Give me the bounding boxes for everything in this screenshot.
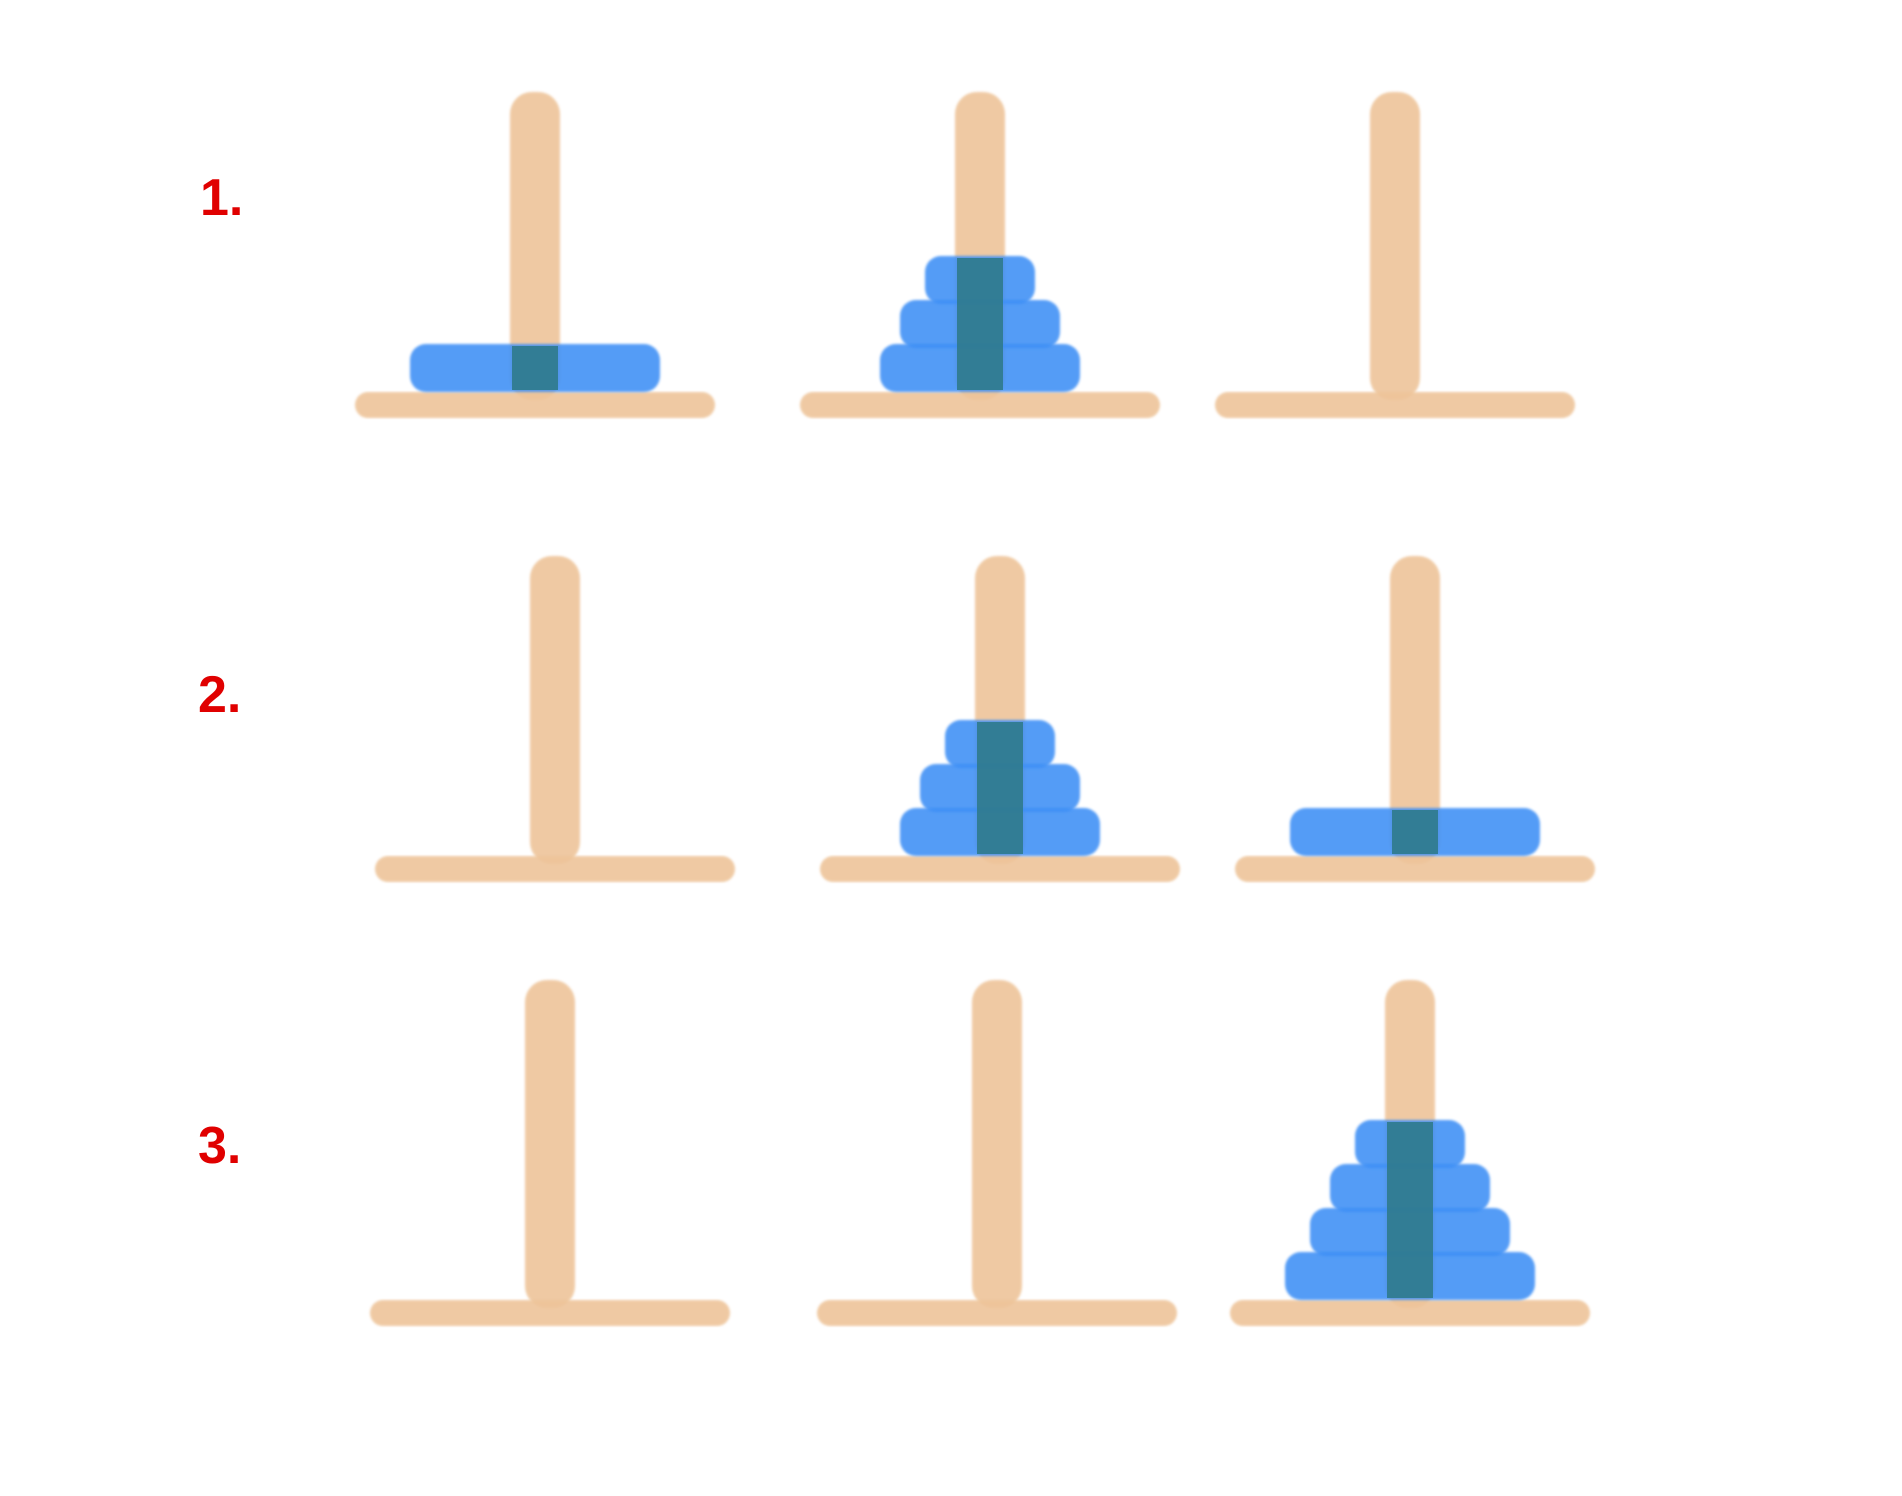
step-1-peg-2-disk-size-1-overlap <box>957 258 1003 302</box>
step-2-peg-3-pole <box>1390 556 1440 864</box>
step-2-label: 2. <box>198 666 242 724</box>
step-3-peg-3-disk-size-2-overlap <box>1387 1166 1433 1210</box>
step-1-peg-2-disk-size-2-overlap <box>957 302 1003 346</box>
step-1-peg-1-pole <box>510 92 560 400</box>
step-2-peg-2-disk-size-1-overlap <box>977 722 1023 766</box>
step-1-peg-1-base <box>355 392 715 418</box>
step-1-peg-2-base <box>800 392 1160 418</box>
step-3-peg-2-pole <box>972 980 1022 1308</box>
step-3-peg-3-disk-size-3-overlap <box>1387 1210 1433 1254</box>
step-1-peg-3-pole <box>1370 92 1420 400</box>
step-2-peg-3-disk-size-4-overlap <box>1392 810 1438 854</box>
step-3-peg-2-base <box>817 1300 1177 1326</box>
step-2-peg-1-pole <box>530 556 580 864</box>
step-3-peg-3-base <box>1230 1300 1590 1326</box>
step-2-peg-3-base <box>1235 856 1595 882</box>
step-3-label: 3. <box>198 1117 242 1175</box>
step-3-peg-3-disk-size-1-overlap <box>1387 1122 1433 1166</box>
step-2-peg-2-disk-size-3-overlap <box>977 810 1023 854</box>
step-3-peg-1-base <box>370 1300 730 1326</box>
step-1-peg-1-disk-size-4-overlap <box>512 346 558 390</box>
step-1-peg-3-base <box>1215 392 1575 418</box>
step-3-peg-3-disk-size-4-overlap <box>1387 1254 1433 1298</box>
step-2-peg-2-base <box>820 856 1180 882</box>
step-2-peg-1-base <box>375 856 735 882</box>
step-1-label: 1. <box>200 169 244 227</box>
step-2-peg-2-disk-size-2-overlap <box>977 766 1023 810</box>
step-1-peg-2-disk-size-3-overlap <box>957 346 1003 390</box>
step-3-peg-1-pole <box>525 980 575 1308</box>
